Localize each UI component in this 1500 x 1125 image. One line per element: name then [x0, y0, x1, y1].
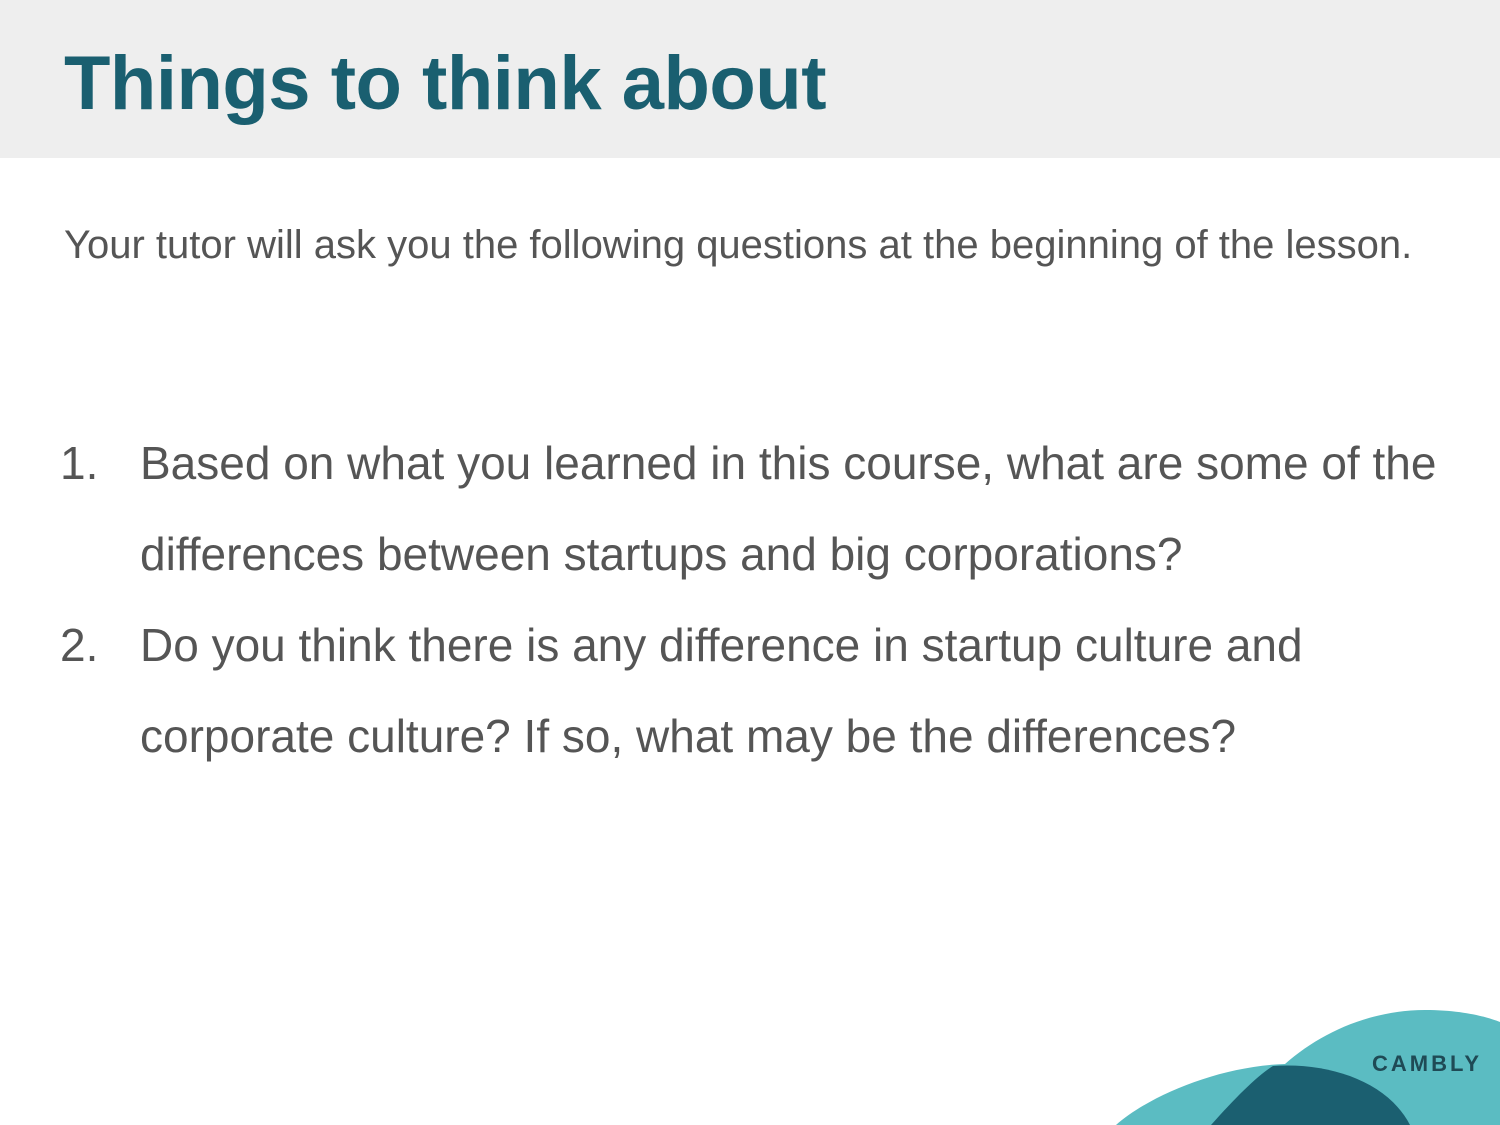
question-text: Based on what you learned in this course… [140, 437, 1437, 580]
cambly-logo: CAMBLY [1372, 1051, 1483, 1076]
title-banner: Things to think about [0, 0, 1500, 158]
question-number: 1. [60, 437, 99, 489]
wave-dark-shape [1211, 1065, 1410, 1125]
question-item: 2. Do you think there is any difference … [60, 600, 1440, 782]
question-item: 1. Based on what you learned in this cou… [60, 418, 1440, 600]
question-number: 2. [60, 619, 99, 671]
wave-decoration [1116, 1010, 1500, 1125]
question-text: Do you think there is any difference in … [140, 619, 1303, 762]
slide-title: Things to think about [64, 41, 827, 126]
question-list: 1. Based on what you learned in this cou… [60, 418, 1440, 782]
intro-text: Your tutor will ask you the following qu… [64, 223, 1413, 267]
